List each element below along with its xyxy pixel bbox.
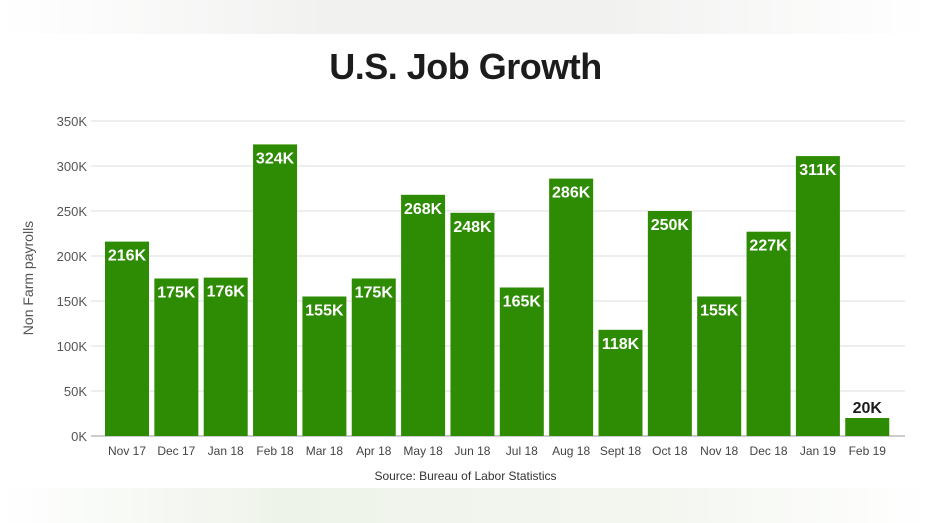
x-tick-label: Aug 18	[552, 444, 590, 458]
y-tick-labels: 0K 50K 100K 150K 200K 250K 300K 350K	[57, 114, 88, 444]
y-tick-label: 50K	[64, 384, 87, 399]
data-label: 20K	[853, 400, 883, 417]
y-tick-label: 0K	[71, 429, 87, 444]
data-label: 248K	[453, 219, 492, 236]
x-tick-label: Jun 18	[454, 444, 490, 458]
source-note: Source: Bureau of Labor Statistics	[374, 469, 557, 483]
bar	[549, 178, 594, 436]
bars	[105, 144, 890, 436]
x-tick-label: Jan 18	[208, 444, 244, 458]
x-tick-label: Mar 18	[306, 444, 344, 458]
data-label: 324K	[256, 150, 295, 167]
bar	[598, 329, 643, 436]
bar	[746, 231, 791, 436]
x-tick-label: Dec 18	[750, 444, 788, 458]
y-tick-label: 150K	[57, 294, 88, 309]
x-tick-label: Feb 18	[256, 444, 294, 458]
data-labels: 216K 175K 176K 324K 155K 175K 268K 248K 165K 286K…	[108, 150, 882, 417]
y-tick-label: 350K	[57, 114, 88, 129]
bar	[845, 418, 890, 436]
bar	[401, 194, 446, 436]
data-label: 250K	[651, 217, 690, 234]
bar	[499, 287, 544, 436]
data-label: 216K	[108, 248, 147, 265]
x-tick-labels: Nov 17 Dec 17 Jan 18 Feb 18 Mar 18 Apr 18 May …	[108, 444, 886, 458]
data-label: 286K	[552, 185, 591, 202]
data-label: 165K	[503, 294, 542, 311]
bar	[154, 278, 199, 436]
x-tick-label: Oct 18	[652, 444, 688, 458]
x-tick-label: Feb 19	[849, 444, 887, 458]
data-label: 311K	[799, 162, 837, 179]
x-tick-label: Nov 17	[108, 444, 146, 458]
y-tick-label: 300K	[57, 159, 88, 174]
bar	[203, 277, 248, 436]
data-label: 227K	[749, 238, 788, 255]
x-tick-label: Nov 18	[700, 444, 738, 458]
data-label: 175K	[355, 285, 394, 302]
y-tick-label: 250K	[57, 204, 88, 219]
x-tick-label: Jan 19	[800, 444, 836, 458]
x-tick-label: Sept 18	[600, 444, 642, 458]
bar	[105, 241, 149, 436]
bar	[253, 144, 298, 436]
bar	[795, 156, 840, 436]
x-tick-label: May 18	[403, 444, 443, 458]
bar	[697, 296, 742, 436]
y-tick-label: 200K	[57, 249, 88, 264]
chart-title: U.S. Job Growth	[329, 46, 602, 87]
bar	[351, 278, 396, 436]
x-tick-label: Dec 17	[157, 444, 195, 458]
data-label: 175K	[157, 285, 196, 302]
bar	[302, 296, 347, 436]
y-tick-label: 100K	[57, 339, 88, 354]
data-label: 155K	[700, 303, 739, 320]
x-tick-label: Apr 18	[356, 444, 392, 458]
data-label: 268K	[404, 201, 443, 218]
y-axis-label: Non Farm payrolls	[20, 221, 36, 335]
bottom-fade-band	[0, 488, 931, 523]
top-fade-band	[0, 0, 931, 34]
x-tick-label: Jul 18	[506, 444, 538, 458]
bar	[450, 212, 495, 436]
data-label: 118K	[602, 336, 640, 353]
bar	[647, 211, 692, 436]
data-label: 155K	[305, 303, 344, 320]
data-label: 176K	[207, 284, 246, 301]
